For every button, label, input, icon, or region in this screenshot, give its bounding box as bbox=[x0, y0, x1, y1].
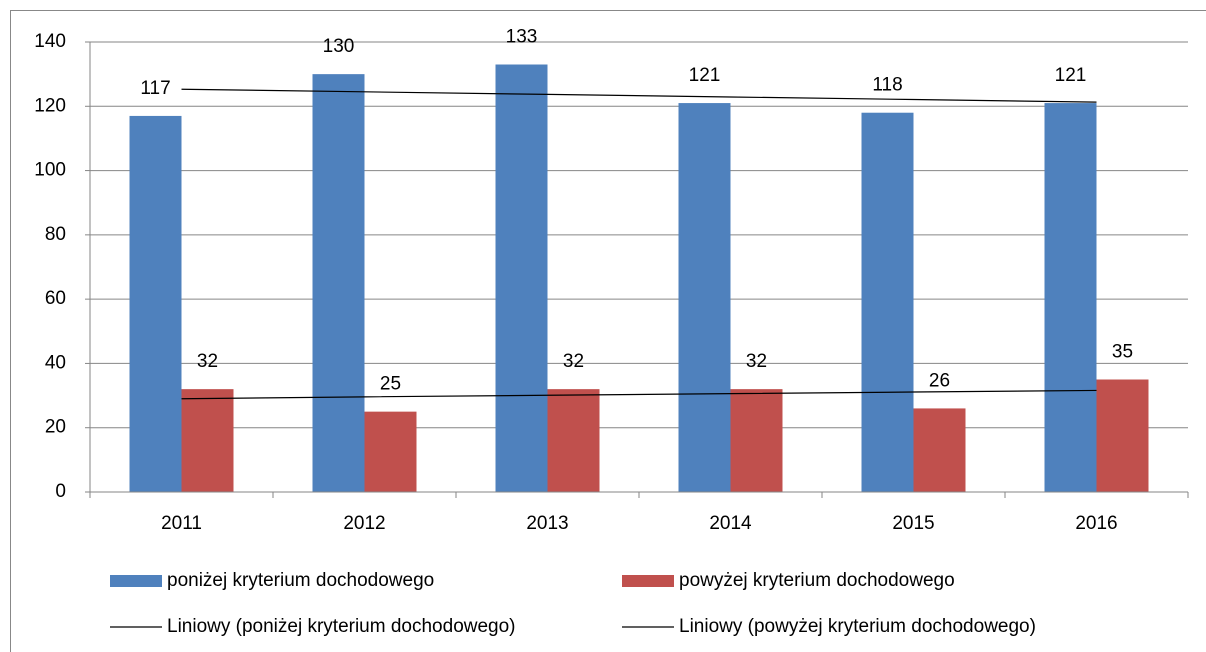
y-tick-label: 40 bbox=[45, 352, 66, 373]
x-tick-label: 2014 bbox=[709, 513, 752, 534]
chart-frame bbox=[10, 10, 1206, 652]
legend-label: Liniowy (powyżej kryterium dochodowego) bbox=[679, 616, 1036, 637]
bar bbox=[547, 389, 600, 492]
legend-swatch bbox=[622, 575, 674, 587]
x-tick-label: 2012 bbox=[343, 513, 385, 534]
y-tick-label: 0 bbox=[55, 481, 66, 502]
y-tick-label: 80 bbox=[45, 224, 66, 245]
data-label: 32 bbox=[197, 351, 218, 372]
x-tick-label: 2011 bbox=[161, 513, 202, 534]
data-label: 130 bbox=[323, 36, 355, 57]
bar bbox=[181, 389, 234, 492]
y-tick-label: 100 bbox=[34, 160, 66, 181]
data-label: 32 bbox=[746, 351, 767, 372]
bar bbox=[913, 408, 966, 492]
x-tick-label: 2016 bbox=[1075, 513, 1117, 534]
data-label: 32 bbox=[563, 351, 584, 372]
trend-line bbox=[181, 389, 1097, 400]
y-tick-label: 140 bbox=[34, 31, 66, 52]
y-tick-label: 120 bbox=[34, 95, 66, 116]
legend-label: Liniowy (poniżej kryterium dochodowego) bbox=[167, 616, 516, 637]
data-label: 117 bbox=[140, 78, 170, 99]
bar bbox=[495, 64, 548, 492]
trend-line bbox=[181, 88, 1097, 103]
bar bbox=[678, 103, 731, 493]
bar bbox=[730, 389, 783, 492]
x-tick-label: 2015 bbox=[892, 513, 934, 534]
data-label: 35 bbox=[1112, 342, 1133, 363]
data-label: 121 bbox=[1055, 65, 1087, 86]
bar bbox=[129, 115, 182, 492]
bar bbox=[1044, 103, 1097, 493]
data-label: 121 bbox=[689, 65, 721, 86]
y-tick-label: 60 bbox=[45, 288, 66, 309]
legend-label: poniżej kryterium dochodowego bbox=[167, 570, 434, 591]
data-label: 26 bbox=[929, 370, 950, 391]
bar bbox=[1096, 379, 1149, 492]
bar bbox=[364, 411, 417, 492]
x-tick-label: 2013 bbox=[526, 513, 568, 534]
bar bbox=[312, 74, 365, 493]
data-label: 118 bbox=[872, 75, 902, 96]
legend-swatch bbox=[110, 575, 162, 587]
bar bbox=[861, 112, 914, 492]
y-tick-label: 20 bbox=[45, 417, 66, 438]
data-label: 133 bbox=[506, 27, 538, 48]
data-label: 25 bbox=[380, 374, 401, 395]
legend-label: powyżej kryterium dochodowego bbox=[679, 570, 955, 591]
